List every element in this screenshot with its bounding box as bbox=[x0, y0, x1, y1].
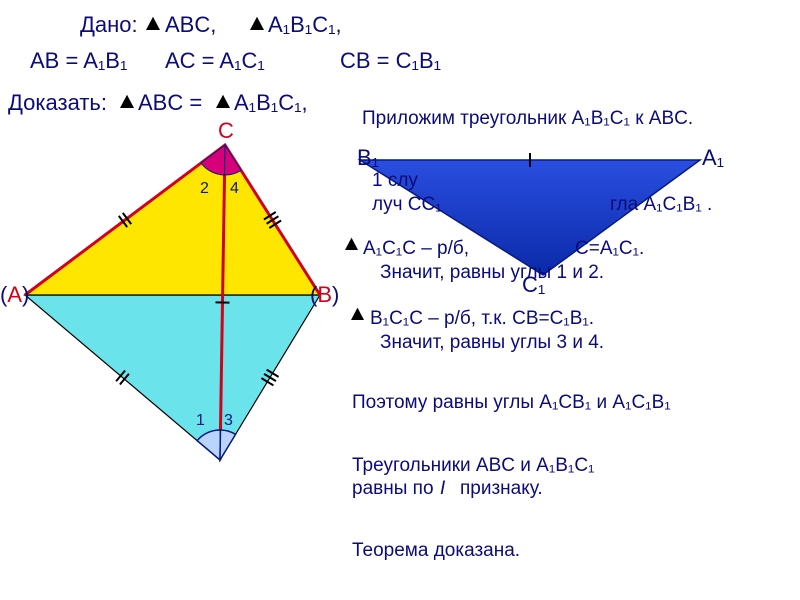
angle-arc-c-right bbox=[225, 145, 242, 175]
triangle-glyph-header-4 bbox=[216, 95, 230, 108]
eq-ab: AB = A₁B₁ bbox=[30, 48, 127, 74]
qed: Теорема доказана. bbox=[352, 540, 520, 562]
conclusion-1: Треугольники ABC и A₁B₁C₁ bbox=[352, 455, 594, 477]
ac1c-tail: C=A₁C₁. bbox=[575, 238, 644, 260]
triangle-glyph-header-3 bbox=[120, 95, 134, 108]
ac1c-text: A₁C₁C – р/б, bbox=[363, 238, 469, 260]
label-A: (A) bbox=[0, 282, 29, 308]
triangle-glyph-header-1 bbox=[146, 17, 160, 30]
hence12: Значит, равны углы 1 и 2. bbox=[380, 262, 604, 284]
angle-1: 1 bbox=[196, 412, 205, 430]
angle-3: 3 bbox=[224, 412, 233, 430]
label-A1: A₁ bbox=[702, 145, 724, 171]
triangle-lower bbox=[25, 295, 320, 460]
label-B1: B₁ bbox=[357, 145, 379, 171]
angle-arc-c1-right bbox=[220, 430, 236, 460]
given-abc: ABC, bbox=[165, 12, 216, 38]
angle-4: 4 bbox=[230, 180, 239, 198]
conclusion-3: признаку. bbox=[460, 478, 543, 500]
triangle-upper bbox=[25, 145, 320, 295]
eq-ac: AC = A₁C₁ bbox=[165, 48, 265, 74]
prove-label: Доказать: bbox=[8, 90, 107, 116]
triangle-glyph-2 bbox=[351, 308, 364, 320]
case1-b: луч CC₁ bbox=[372, 194, 442, 216]
given-a1b1c1: A₁B₁C₁, bbox=[268, 12, 342, 38]
conclusion-2: равны по bbox=[352, 478, 434, 500]
prove-a1b1c1: A₁B₁C₁, bbox=[234, 90, 308, 116]
label-B: (B) bbox=[310, 282, 339, 308]
prove-eq: ABC = bbox=[138, 90, 202, 116]
label-C: C bbox=[218, 118, 234, 144]
roman: I bbox=[440, 478, 445, 500]
triangle-glyph-1 bbox=[345, 238, 358, 250]
geometry-diagram bbox=[0, 0, 800, 600]
eq-cb: CB = C₁B₁ bbox=[340, 48, 441, 74]
apply-text: Приложим треугольник A₁B₁C₁ к ABC. bbox=[362, 108, 693, 130]
case1-c: гла A₁C₁B₁ . bbox=[610, 194, 712, 216]
angle-2: 2 bbox=[200, 180, 209, 198]
case1-a: 1 слу bbox=[372, 170, 418, 192]
bc1c-text: B₁C₁C – р/б, т.к. CB=C₁B₁. bbox=[370, 308, 594, 330]
hence34: Значит, равны углы 3 и 4. bbox=[380, 332, 604, 354]
label-C1: C₁ bbox=[522, 272, 545, 298]
therefore: Поэтому равны углы A₁CB₁ и A₁C₁B₁ bbox=[352, 392, 671, 414]
given-label: Дано: bbox=[80, 12, 138, 38]
triangle-glyph-header-2 bbox=[250, 17, 264, 30]
